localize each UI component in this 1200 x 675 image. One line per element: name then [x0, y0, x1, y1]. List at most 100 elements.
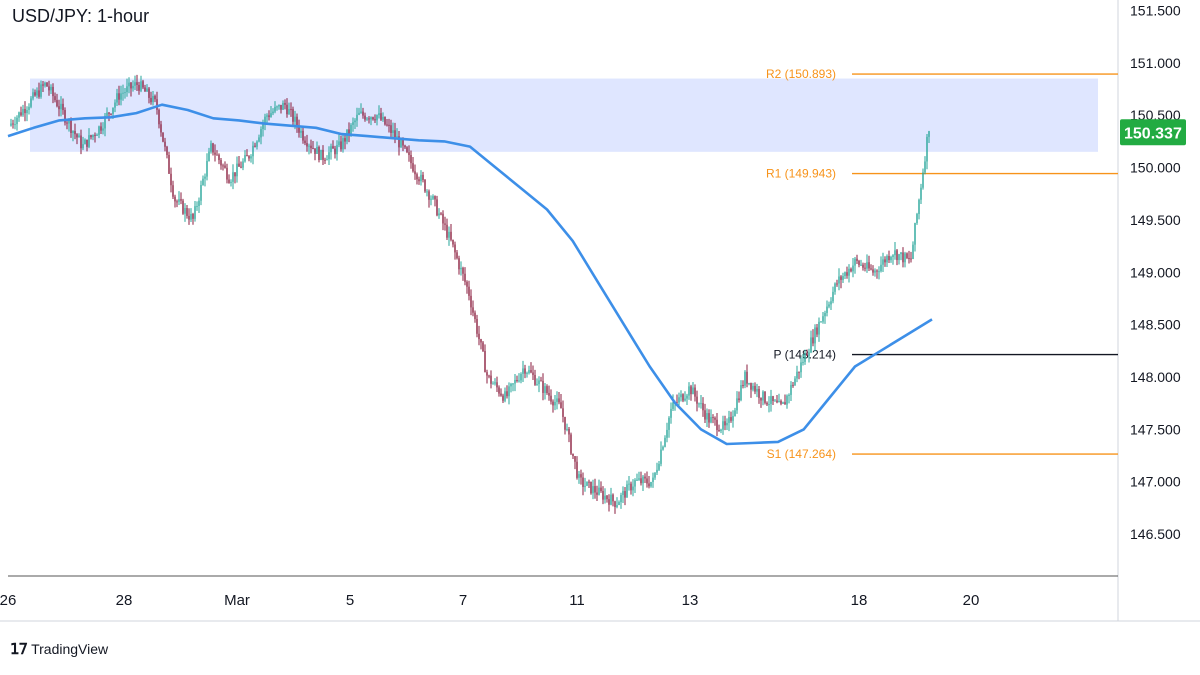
candle-body: [112, 107, 114, 114]
candle-body: [668, 417, 670, 430]
chart-title: USD/JPY: 1-hour: [12, 6, 150, 26]
candle-body: [170, 173, 172, 186]
candle-body: [750, 382, 752, 390]
candle-body: [190, 214, 192, 220]
candle-body: [596, 492, 598, 495]
brand-name: TradingView: [31, 641, 109, 657]
candle-body: [382, 116, 384, 120]
candle-body: [890, 256, 892, 261]
candle-body: [786, 395, 788, 405]
candle-body: [538, 380, 540, 385]
candle-body: [900, 252, 902, 255]
candle-body: [64, 110, 66, 123]
candle-body: [456, 252, 458, 259]
candle-body: [696, 396, 698, 404]
candle-body: [156, 99, 158, 110]
candle-body: [10, 123, 12, 126]
candle-body: [338, 141, 340, 146]
candle-body: [480, 339, 482, 343]
candle-body: [552, 401, 554, 406]
candle-body: [272, 111, 274, 114]
candle-body: [470, 295, 472, 308]
candle-body: [396, 136, 398, 138]
candle-body: [476, 319, 478, 334]
candle-body: [100, 126, 102, 131]
candle-body: [748, 382, 750, 384]
candle-body: [634, 480, 636, 487]
candle-body: [458, 258, 460, 270]
candle-body: [558, 398, 560, 403]
candle-body: [60, 103, 62, 110]
candle-body: [128, 82, 130, 87]
candle-body: [520, 373, 522, 381]
candle-body: [584, 485, 586, 487]
candle-body: [760, 397, 762, 401]
candle-body: [148, 88, 150, 98]
candle-body: [796, 371, 798, 379]
y-tick-label: 149.500: [1130, 212, 1181, 228]
candle-body: [134, 82, 136, 86]
candle-body: [652, 477, 654, 482]
candle-body: [192, 214, 194, 219]
candle-body: [30, 98, 32, 107]
candle-body: [196, 206, 198, 208]
candle-body: [510, 383, 512, 387]
candle-body: [74, 130, 76, 135]
y-tick-label: 150.500: [1130, 107, 1181, 123]
candle-body: [712, 417, 714, 419]
candle-body: [366, 118, 368, 120]
candle-body: [822, 316, 824, 322]
candle-body: [684, 398, 686, 401]
candle-body: [550, 395, 552, 402]
level-label-s1: S1 (147.264): [767, 447, 836, 461]
candle-body: [294, 116, 296, 122]
candle-body: [422, 174, 424, 180]
candle-body: [26, 109, 28, 114]
candle-body: [658, 463, 660, 470]
candle-body: [924, 161, 926, 173]
candle-body: [774, 400, 776, 402]
candle-body: [660, 449, 662, 464]
x-tick-label: 5: [346, 592, 354, 609]
candle-body: [908, 257, 910, 259]
candle-body: [130, 82, 132, 89]
candle-body: [370, 117, 372, 120]
candle-body: [572, 453, 574, 457]
candle-body: [418, 179, 420, 182]
candle-body: [756, 388, 758, 392]
candle-body: [260, 129, 262, 138]
candle-body: [246, 155, 248, 157]
candle-body: [580, 474, 582, 478]
candle-body: [140, 81, 142, 91]
candle-body: [788, 394, 790, 396]
candle-body: [244, 155, 246, 162]
moving-average-line: [7, 103, 933, 446]
candle-body: [638, 478, 640, 480]
candle-body: [56, 100, 58, 107]
candle-body: [332, 146, 334, 149]
candle-body: [430, 198, 432, 200]
candle-body: [50, 86, 52, 91]
candle-body: [846, 272, 848, 276]
candle-body: [238, 163, 240, 167]
candle-body: [208, 151, 210, 161]
y-tick-label: 146.500: [1130, 526, 1181, 542]
candle-body: [502, 395, 504, 401]
candle-body: [462, 267, 464, 274]
candle-body: [512, 383, 514, 385]
candle-body: [96, 134, 98, 136]
candle-body: [620, 494, 622, 503]
candle-body: [530, 370, 532, 373]
candle-body: [340, 141, 342, 150]
candle-body: [734, 410, 736, 417]
candle-body: [230, 181, 232, 183]
candle-body: [228, 179, 230, 183]
candle-body: [724, 421, 726, 426]
candle-body: [232, 172, 234, 182]
candle-body: [358, 112, 360, 115]
candle-body: [290, 109, 292, 111]
candle-body: [394, 130, 396, 137]
candle-body: [76, 134, 78, 138]
candle-body: [468, 286, 470, 296]
